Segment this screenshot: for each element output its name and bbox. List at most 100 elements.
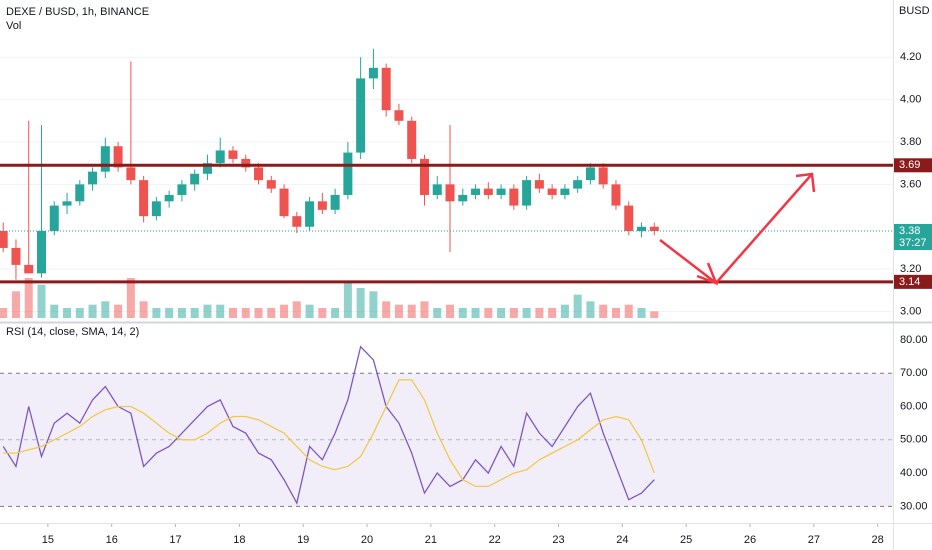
volume-bar	[101, 301, 110, 318]
volume-bar	[458, 308, 467, 318]
volume-bar	[114, 304, 123, 318]
level-label-box	[894, 158, 932, 173]
candle-body	[547, 188, 557, 195]
rsi-line	[3, 379, 655, 488]
volume-bar	[471, 308, 480, 318]
candle-body	[88, 171, 98, 185]
x-tick-label: 28	[872, 534, 884, 546]
x-tick-label: 22	[489, 534, 501, 546]
candle-body	[343, 152, 353, 195]
rsi-title: RSI (14, close, SMA, 14, 2)	[6, 326, 139, 338]
candle-body	[36, 230, 46, 274]
candle-body	[164, 194, 174, 202]
candle-body	[241, 158, 251, 168]
candle-body	[394, 110, 404, 121]
volume-bar	[497, 308, 506, 318]
y-tick-label: 80.00	[900, 334, 928, 346]
volume-bar	[433, 308, 442, 318]
volume-bar	[11, 291, 20, 318]
candle-body	[483, 188, 493, 195]
candle-body	[611, 184, 621, 206]
candle-body	[177, 184, 187, 195]
candle-body	[317, 201, 327, 210]
rsi-band	[0, 373, 893, 507]
candle-body	[471, 188, 481, 195]
candle-body	[649, 226, 659, 231]
volume-bar	[241, 308, 250, 318]
volume-bar	[509, 308, 518, 318]
level-label: 3.14	[899, 276, 920, 288]
x-tick-label: 15	[42, 534, 54, 546]
candle-body	[0, 230, 8, 248]
volume-bar	[75, 308, 84, 318]
volume-bar	[318, 308, 327, 318]
volume-bar	[267, 308, 276, 318]
volume-bar	[152, 308, 161, 318]
candle-body	[522, 180, 532, 206]
candle-body	[624, 205, 634, 231]
candle-body	[534, 180, 544, 189]
last-price-label: 3.38	[899, 225, 920, 237]
x-tick-label: 26	[744, 534, 756, 546]
y-tick-label: 60.00	[900, 400, 928, 412]
volume-bar	[382, 301, 391, 318]
candle-body	[279, 188, 289, 217]
x-tick-label: 17	[169, 534, 181, 546]
x-tick-label: 27	[808, 534, 820, 546]
volume-bar	[407, 304, 416, 318]
y-tick-label: 50.00	[900, 434, 928, 446]
volume-bar	[573, 294, 582, 318]
last-price-box	[894, 223, 932, 250]
arrow-drawing	[659, 172, 816, 286]
y-tick-label: 4.20	[900, 51, 921, 63]
volume-bar	[177, 308, 186, 318]
volume-bar	[522, 308, 531, 318]
volume-bar	[216, 304, 225, 318]
volume-bar	[37, 284, 46, 318]
y-tick-label: 3.80	[900, 136, 921, 148]
volume-bar	[446, 304, 455, 318]
volume-bar	[292, 301, 301, 318]
x-tick-label: 25	[680, 534, 692, 546]
candle-body	[305, 201, 315, 227]
y-tick-label: 3.20	[900, 263, 921, 275]
candle-body	[24, 264, 34, 274]
x-tick-label: 16	[106, 534, 118, 546]
candle-body	[509, 188, 519, 206]
candle-body	[458, 194, 468, 202]
candle-body	[266, 180, 276, 189]
candle-body	[407, 120, 417, 159]
candle-body	[100, 146, 110, 172]
candle-body	[11, 247, 21, 265]
x-tick-label: 20	[361, 534, 373, 546]
x-tick-label: 24	[616, 534, 628, 546]
volume-bar	[535, 308, 544, 318]
candle-body	[573, 180, 583, 189]
volume-bar	[586, 301, 595, 318]
volume-bar	[548, 308, 557, 318]
volume-label: Vol	[6, 20, 21, 32]
volume-bar	[24, 278, 33, 318]
volume-bar	[369, 291, 378, 318]
volume-bar	[331, 308, 340, 318]
volume-bar	[190, 308, 199, 318]
candle-body	[139, 180, 149, 217]
volume-bar	[650, 311, 659, 318]
volume-bar	[599, 304, 608, 318]
level-label-box	[894, 274, 932, 289]
y-tick-label: 70.00	[900, 367, 928, 379]
candle-body	[75, 184, 85, 202]
volume-bar	[165, 308, 174, 318]
countdown-label: 37:27	[899, 237, 927, 249]
volume-bar	[88, 304, 97, 318]
y-tick-label: 3.00	[900, 305, 921, 317]
arrow-head	[696, 262, 719, 286]
candle-body	[381, 67, 391, 111]
candle-body	[419, 158, 429, 195]
volume-bar	[356, 288, 365, 318]
candle-body	[356, 78, 366, 153]
volume-bar	[280, 304, 289, 318]
candle-body	[445, 184, 455, 202]
x-tick-label: 19	[297, 534, 309, 546]
